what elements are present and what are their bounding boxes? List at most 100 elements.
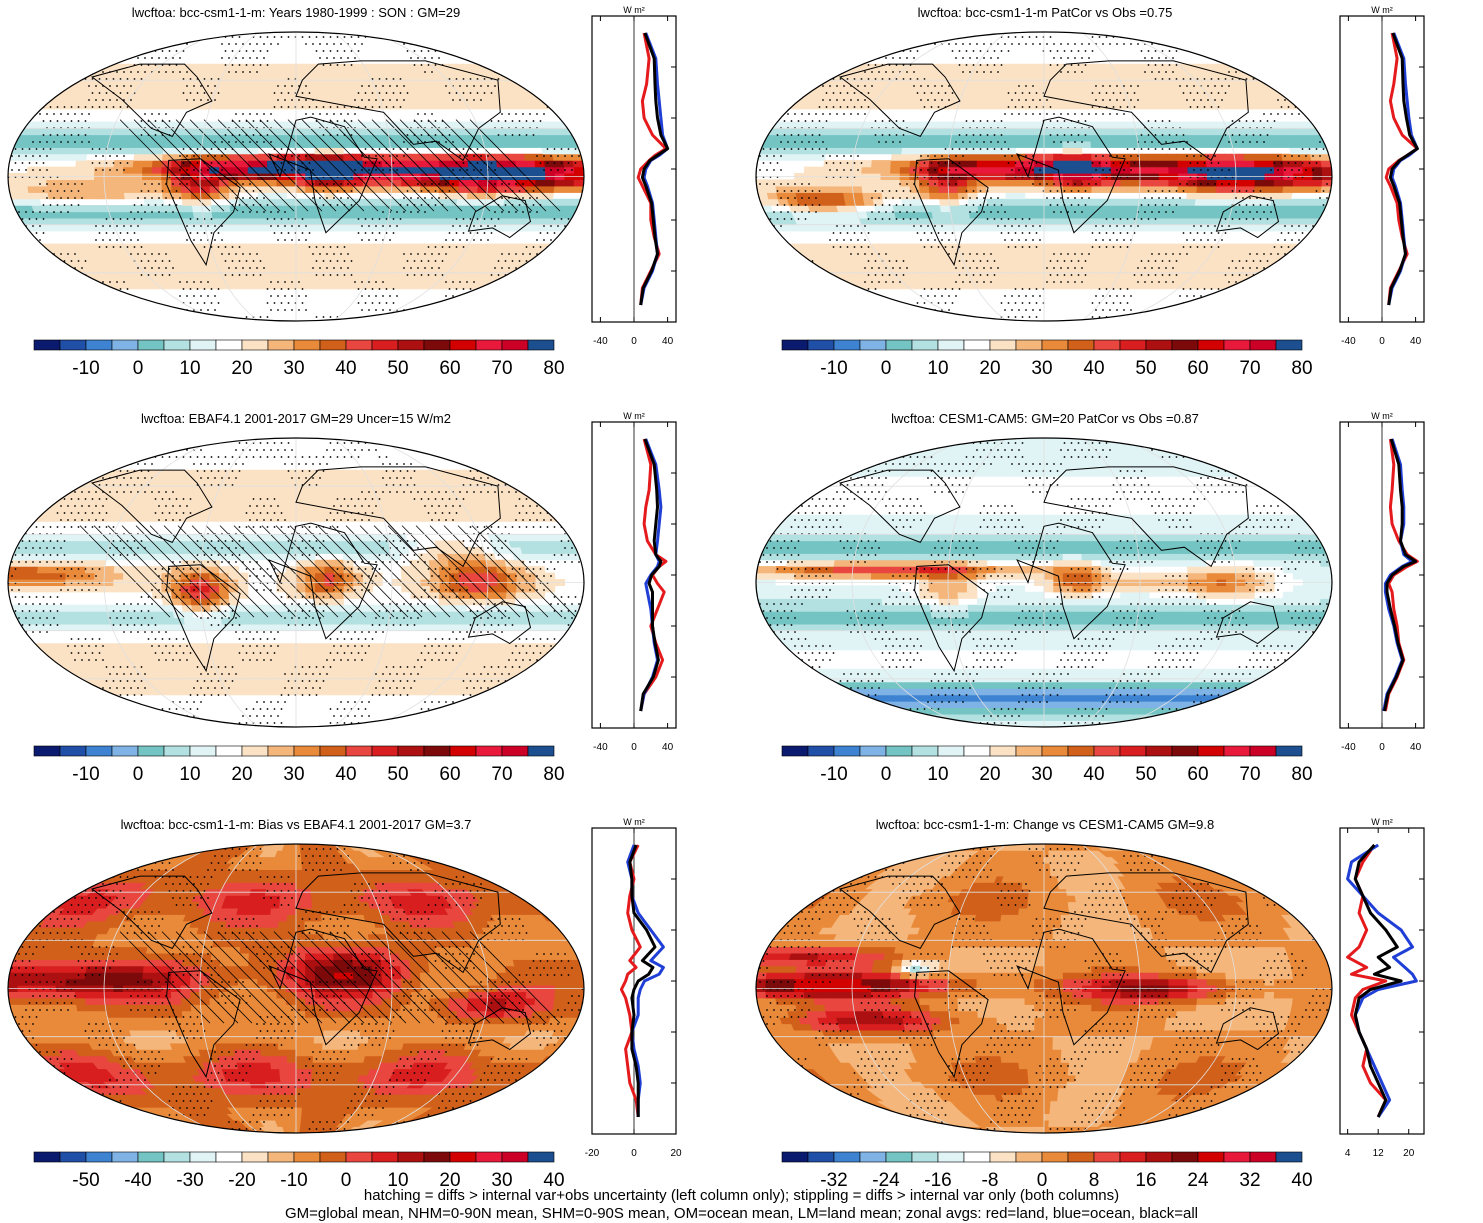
colorbar-swatch — [886, 1152, 912, 1162]
colorbar-swatch — [190, 1152, 216, 1162]
colorbar-swatch — [1146, 746, 1172, 756]
colorbar-swatch — [424, 1152, 450, 1162]
colorbar-label: -10 — [72, 358, 99, 379]
colorbar-swatch — [34, 746, 60, 756]
colorbar-label: 20 — [231, 358, 252, 379]
colorbar-swatch — [216, 1152, 242, 1162]
map-field — [748, 428, 1340, 733]
colorbar-swatch — [912, 746, 938, 756]
colorbar-label: -10 — [72, 764, 99, 785]
colorbar-label: 30 — [283, 358, 304, 379]
colorbar-swatch — [60, 1152, 86, 1162]
colorbar-swatch — [1172, 1152, 1198, 1162]
colorbar: -100102030405060708090 — [776, 336, 1316, 380]
colorbar-label: 70 — [1239, 764, 1260, 785]
colorbar-swatch — [1016, 340, 1042, 350]
unit-label: W m² — [1371, 817, 1393, 827]
value-tick-label: 0 — [1379, 742, 1385, 753]
colorbar-swatch — [320, 746, 346, 756]
colorbar-label: 50 — [1135, 358, 1156, 379]
colorbar-swatch — [860, 746, 886, 756]
colorbar-swatch — [1198, 746, 1224, 756]
colorbar-swatch — [834, 746, 860, 756]
colorbar-swatch — [60, 340, 86, 350]
colorbar-swatch — [346, 746, 372, 756]
colorbar-swatch — [1068, 746, 1094, 756]
colorbar-swatch — [502, 746, 528, 756]
colorbar-swatch — [990, 340, 1016, 350]
value-tick-label: -20 — [585, 1148, 600, 1159]
colorbar-swatch — [372, 746, 398, 756]
colorbar-swatch — [1198, 1152, 1224, 1162]
colorbar-swatch — [1172, 746, 1198, 756]
value-tick-label: 0 — [1379, 336, 1385, 347]
colorbar-label: 60 — [439, 764, 460, 785]
colorbar-swatch — [1250, 746, 1276, 756]
world-map — [748, 834, 1340, 1139]
colorbar-swatch — [1068, 340, 1094, 350]
colorbar-swatch — [86, 340, 112, 350]
colorbar-label: 40 — [1083, 358, 1104, 379]
colorbar-swatch — [268, 746, 294, 756]
colorbar-label: 70 — [491, 358, 512, 379]
value-tick-label: 40 — [1410, 742, 1422, 753]
colorbar-swatch — [372, 340, 398, 350]
colorbar-swatch — [938, 746, 964, 756]
panel-title: lwcftoa: CESM1-CAM5: GM=20 PatCor vs Obs… — [891, 411, 1199, 426]
colorbar-swatch — [782, 1152, 808, 1162]
world-map — [0, 428, 592, 733]
colorbar-swatch — [1042, 1152, 1068, 1162]
colorbar-swatch — [216, 340, 242, 350]
colorbar-swatch — [1068, 1152, 1094, 1162]
colorbar-swatch — [964, 1152, 990, 1162]
colorbar-swatch — [476, 340, 502, 350]
colorbar-label: 50 — [1135, 764, 1156, 785]
colorbar-swatch — [860, 1152, 886, 1162]
colorbar-label: 20 — [979, 358, 1000, 379]
colorbar-label: 10 — [179, 764, 200, 785]
colorbar-swatch — [1224, 340, 1250, 350]
colorbar-swatch — [860, 340, 886, 350]
value-tick-label: 0 — [631, 336, 637, 347]
colorbar-swatch — [398, 340, 424, 350]
colorbar-swatch — [1276, 746, 1302, 756]
colorbar-swatch — [372, 1152, 398, 1162]
colorbar-swatch — [294, 1152, 320, 1162]
colorbar-label: 0 — [881, 764, 892, 785]
colorbar-label: 0 — [133, 358, 144, 379]
colorbar-swatch — [1094, 746, 1120, 756]
colorbar-label: 80 — [543, 358, 564, 379]
colorbar-label: 0 — [881, 358, 892, 379]
world-map — [0, 22, 592, 327]
panel-title: lwcftoa: bcc-csm1-1-m: Bias vs EBAF4.1 2… — [121, 817, 472, 832]
value-tick-label: 12 — [1373, 1148, 1385, 1159]
colorbar-swatch — [34, 1152, 60, 1162]
footer-note-legend: GM=global mean, NHM=0-90N mean, SHM=0-90… — [0, 1205, 1483, 1223]
colorbar-label: 20 — [979, 764, 1000, 785]
colorbar-label: 50 — [387, 358, 408, 379]
value-tick-label: 40 — [662, 336, 674, 347]
world-map — [748, 22, 1340, 327]
value-tick-label: -40 — [593, 336, 608, 347]
value-tick-label: -40 — [1341, 742, 1356, 753]
colorbar-swatch — [1146, 1152, 1172, 1162]
colorbar-swatch — [112, 1152, 138, 1162]
colorbar-swatch — [112, 340, 138, 350]
colorbar-swatch — [528, 340, 554, 350]
colorbar-swatch — [242, 1152, 268, 1162]
colorbar-swatch — [346, 340, 372, 350]
colorbar-swatch — [164, 1152, 190, 1162]
colorbar-label: 40 — [1083, 764, 1104, 785]
unit-label: W m² — [623, 411, 645, 421]
unit-label: W m² — [623, 817, 645, 827]
colorbar-swatch — [138, 1152, 164, 1162]
footer-note-hatching: hatching = diffs > internal var+obs unce… — [0, 1187, 1483, 1205]
colorbar-label: 10 — [927, 764, 948, 785]
colorbar-swatch — [502, 340, 528, 350]
colorbar-label: 10 — [927, 358, 948, 379]
colorbar-label: 80 — [543, 764, 564, 785]
colorbar-swatch — [450, 746, 476, 756]
